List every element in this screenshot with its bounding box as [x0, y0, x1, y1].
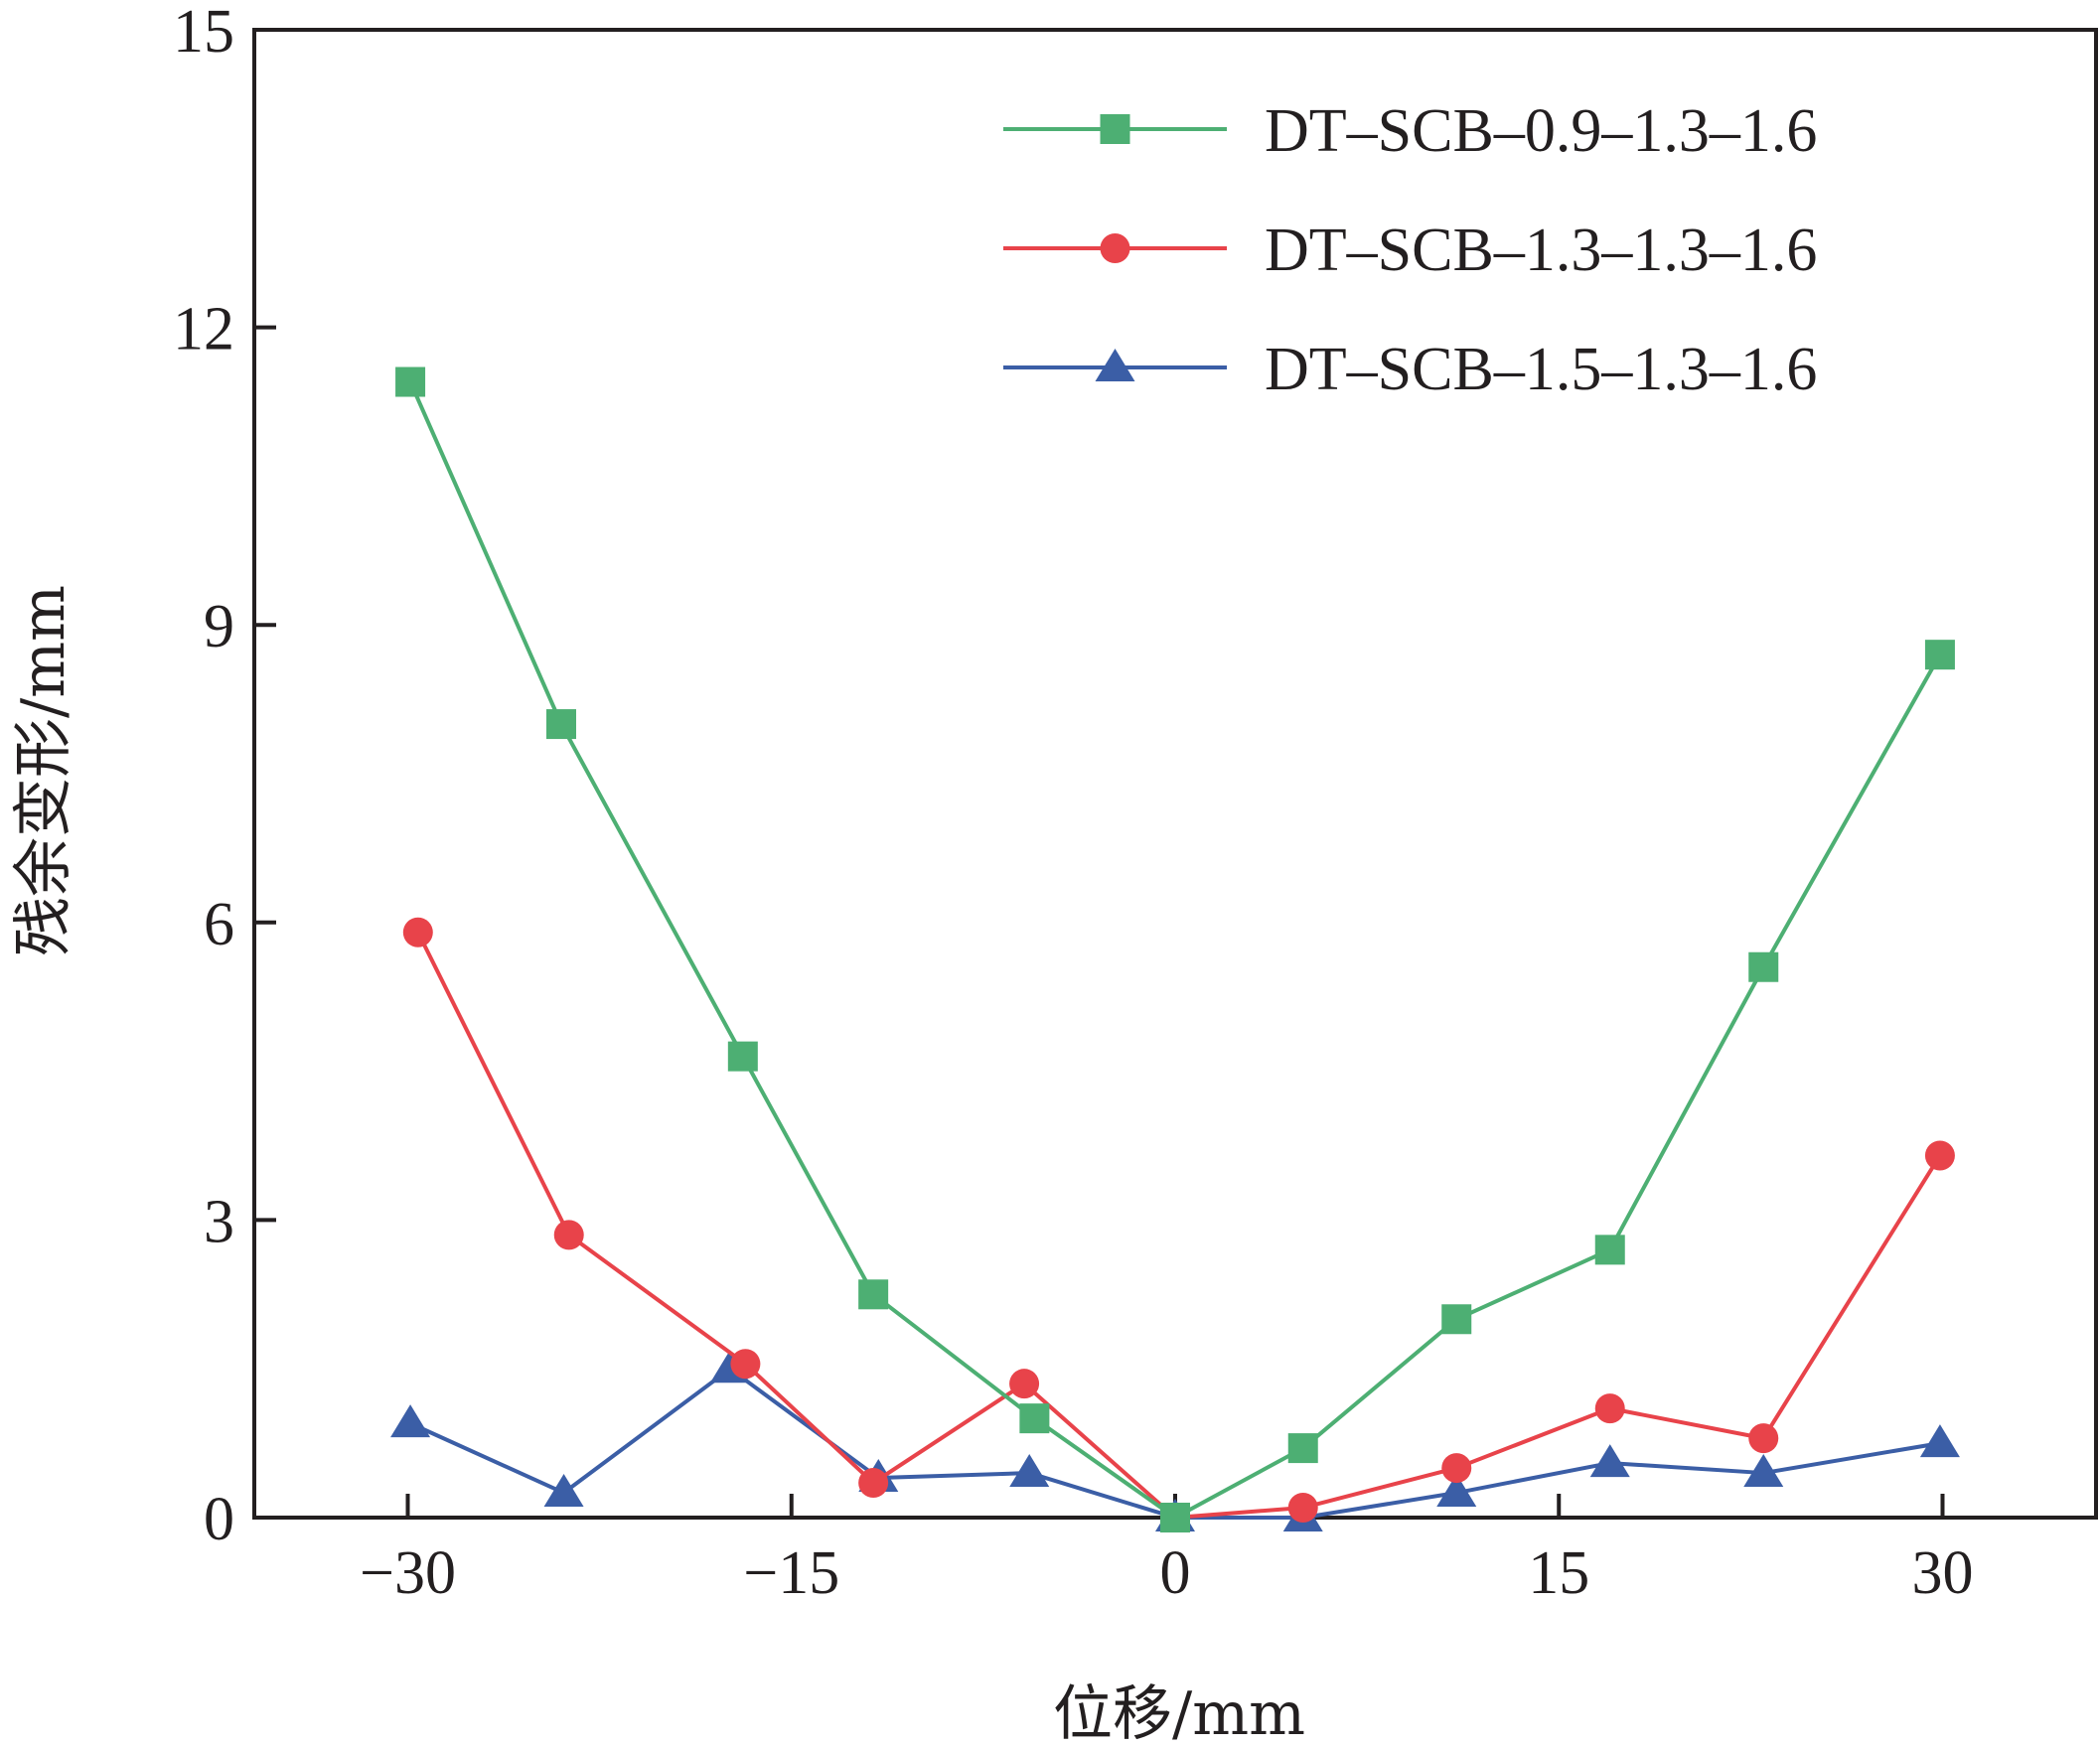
y-tick-label: 12	[173, 296, 234, 364]
data-point	[727, 1041, 758, 1072]
legend-marker	[1100, 114, 1130, 144]
x-tick-label: 0	[1160, 1539, 1191, 1607]
y-tick-label: 3	[204, 1188, 234, 1255]
x-tick-label: 30	[1912, 1539, 1974, 1607]
data-point	[546, 709, 576, 740]
series-layer	[390, 366, 1960, 1532]
legend-label: DT–SCB–1.5–1.3–1.6	[1265, 336, 1817, 403]
y-tick-label: 9	[204, 593, 234, 660]
data-point	[1748, 1423, 1779, 1454]
legend-label: DT–SCB–0.9–1.3–1.6	[1265, 97, 1817, 165]
y-tick-label: 6	[204, 891, 234, 958]
x-tick-label: −15	[743, 1539, 839, 1607]
data-point	[1743, 1454, 1784, 1488]
data-point	[1594, 1393, 1625, 1424]
data-point	[858, 1468, 889, 1499]
data-point	[395, 366, 426, 397]
data-point	[1594, 1235, 1625, 1265]
data-point	[1589, 1444, 1630, 1478]
data-point	[1748, 951, 1779, 982]
data-point	[390, 1404, 431, 1438]
data-point	[1436, 1474, 1477, 1508]
legend-marker	[1095, 349, 1135, 381]
plot-area	[252, 28, 2098, 1520]
data-point	[730, 1349, 761, 1380]
data-point	[1287, 1433, 1318, 1464]
y-tick-label: 0	[204, 1486, 234, 1553]
y-tick-label: 15	[173, 0, 234, 66]
y-axis-title: 残余变形/mm	[9, 585, 78, 956]
legend: DT–SCB–0.9–1.3–1.6 DT–SCB–1.3–1.3–1.6 DT–S…	[1003, 97, 1817, 403]
data-point	[1441, 1304, 1472, 1335]
data-point	[1160, 1503, 1190, 1532]
series-line	[408, 380, 1942, 1520]
data-point	[1009, 1454, 1050, 1488]
data-point	[543, 1474, 584, 1508]
y-axis: 0 3 6 9 12 15	[173, 0, 276, 1553]
x-axis: −30 −15 0 15 30	[360, 1494, 1974, 1607]
x-tick-label: 15	[1528, 1539, 1589, 1607]
data-point	[1287, 1493, 1318, 1524]
data-point	[1924, 1140, 1955, 1171]
legend-marker	[1100, 233, 1130, 263]
x-tick-label: −30	[360, 1539, 456, 1607]
data-point	[1019, 1403, 1050, 1434]
data-point	[858, 1279, 889, 1310]
plot-border	[252, 28, 2098, 1520]
series-square	[395, 366, 1955, 1532]
data-point	[1924, 640, 1955, 670]
data-point	[1441, 1453, 1472, 1484]
data-point	[1009, 1369, 1040, 1399]
data-point	[1919, 1424, 1960, 1458]
x-axis-title: 位移/mm	[1053, 1679, 1305, 1748]
data-point	[402, 917, 433, 947]
data-point	[553, 1220, 584, 1250]
legend-label: DT–SCB–1.3–1.3–1.6	[1265, 217, 1817, 284]
